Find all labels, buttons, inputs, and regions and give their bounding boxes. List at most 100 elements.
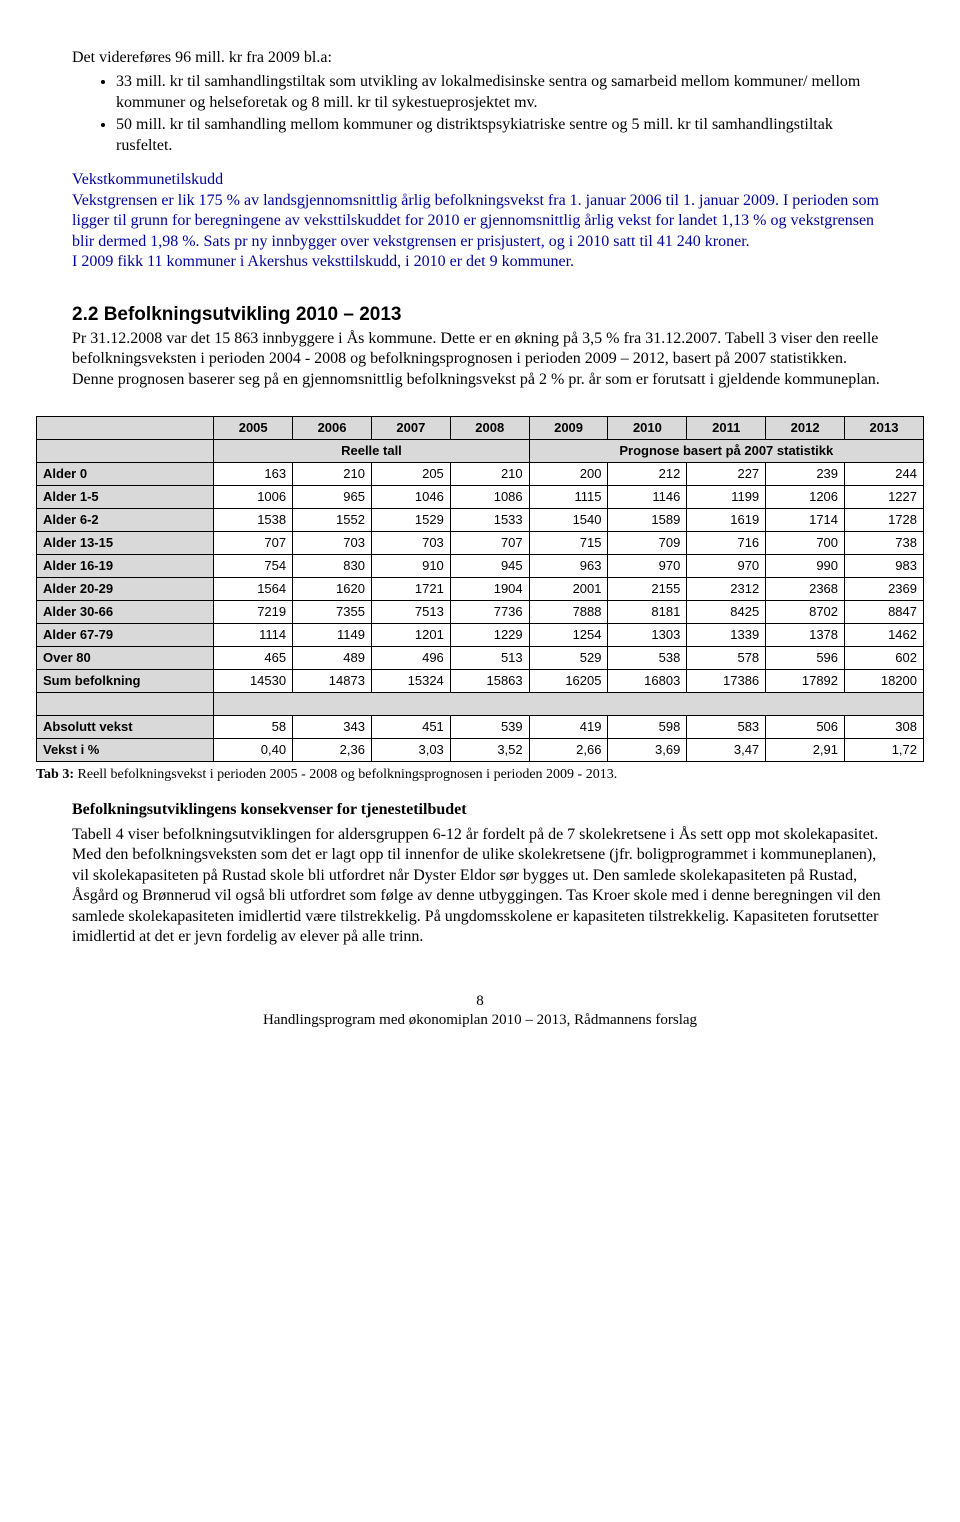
table-header-year: 2012: [766, 417, 845, 440]
row-label: Alder 30-66: [37, 601, 214, 624]
cell: 700: [766, 532, 845, 555]
cell: 1462: [845, 624, 924, 647]
cell: 1529: [371, 509, 450, 532]
cell: 738: [845, 532, 924, 555]
cell: 1199: [687, 486, 766, 509]
cell: 8181: [608, 601, 687, 624]
cell: 3,03: [371, 739, 450, 762]
table-row: Vekst i %0,402,363,033,522,663,693,472,9…: [37, 739, 924, 762]
cell: 1115: [529, 486, 608, 509]
table-row: Sum befolkning14530148731532415863162051…: [37, 670, 924, 693]
table-subheader-row: Reelle tall Prognose basert på 2007 stat…: [37, 440, 924, 463]
cell: 707: [214, 532, 293, 555]
cell: 1227: [845, 486, 924, 509]
cell: 14530: [214, 670, 293, 693]
cell: 602: [845, 647, 924, 670]
cell: 538: [608, 647, 687, 670]
cell: 14873: [293, 670, 372, 693]
table-header-year: 2010: [608, 417, 687, 440]
table-row: Alder 16-19754830910945963970970990983: [37, 555, 924, 578]
cell: 7736: [450, 601, 529, 624]
table-header-row: 2005 2006 2007 2008 2009 2010 2011 2012 …: [37, 417, 924, 440]
cell: 703: [371, 532, 450, 555]
cell: 210: [293, 463, 372, 486]
table-header-year: 2009: [529, 417, 608, 440]
cell: 15324: [371, 670, 450, 693]
caption-bold: Tab 3:: [36, 767, 74, 782]
cell: 983: [845, 555, 924, 578]
cell: 2,66: [529, 739, 608, 762]
konsek-heading: Befolkningsutviklingens konsekvenser for…: [72, 800, 888, 820]
cell: 210: [450, 463, 529, 486]
cell: 754: [214, 555, 293, 578]
table-row: Alder 30-6672197355751377367888818184258…: [37, 601, 924, 624]
cell: 1533: [450, 509, 529, 532]
cell: 970: [608, 555, 687, 578]
table-row: Alder 20-2915641620172119042001215523122…: [37, 578, 924, 601]
row-label: Sum befolkning: [37, 670, 214, 693]
konsek-body: Tabell 4 viser befolkningsutviklingen fo…: [72, 825, 888, 948]
cell: 1086: [450, 486, 529, 509]
cell: 1206: [766, 486, 845, 509]
cell: 1538: [214, 509, 293, 532]
cell: 2,91: [766, 739, 845, 762]
blank-cell: [214, 693, 924, 716]
row-label: Alder 1-5: [37, 486, 214, 509]
cell: 7355: [293, 601, 372, 624]
cell: 15863: [450, 670, 529, 693]
cell: 1728: [845, 509, 924, 532]
cell: 1046: [371, 486, 450, 509]
cell: 1,72: [845, 739, 924, 762]
caption-text: Reell befolkningsvekst i perioden 2005 -…: [74, 767, 617, 782]
cell: 496: [371, 647, 450, 670]
row-label: Absolutt vekst: [37, 716, 214, 739]
cell: 200: [529, 463, 608, 486]
table-row: Alder 67-7911141149120112291254130313391…: [37, 624, 924, 647]
cell: 2368: [766, 578, 845, 601]
vekst-last: I 2009 fikk 11 kommuner i Akershus vekst…: [72, 253, 574, 270]
cell: 1378: [766, 624, 845, 647]
cell: 506: [766, 716, 845, 739]
cell: 7888: [529, 601, 608, 624]
cell: 18200: [845, 670, 924, 693]
population-table: 2005 2006 2007 2008 2009 2010 2011 2012 …: [36, 416, 924, 762]
cell: 3,47: [687, 739, 766, 762]
cell: 17892: [766, 670, 845, 693]
row-label: Alder 13-15: [37, 532, 214, 555]
cell: 1114: [214, 624, 293, 647]
cell: 2155: [608, 578, 687, 601]
table-row: Alder 1-51006965104610861115114611991206…: [37, 486, 924, 509]
cell: 2369: [845, 578, 924, 601]
cell: 451: [371, 716, 450, 739]
row-label: Alder 20-29: [37, 578, 214, 601]
cell: 8425: [687, 601, 766, 624]
list-item: 33 mill. kr til samhandlingstiltak som u…: [116, 72, 888, 113]
cell: 7219: [214, 601, 293, 624]
row-label: Alder 0: [37, 463, 214, 486]
table-blank-row: [37, 693, 924, 716]
vekst-paragraph: Vekstkommunetilskudd Vekstgrensen er lik…: [72, 170, 888, 272]
row-label: Alder 16-19: [37, 555, 214, 578]
cell: 343: [293, 716, 372, 739]
cell: 578: [687, 647, 766, 670]
cell: 707: [450, 532, 529, 555]
population-table-wrap: 2005 2006 2007 2008 2009 2010 2011 2012 …: [36, 416, 924, 762]
cell: 529: [529, 647, 608, 670]
table-header-year: 2006: [293, 417, 372, 440]
cell: 1201: [371, 624, 450, 647]
table-header-year: 2013: [845, 417, 924, 440]
table-caption: Tab 3: Reell befolkningsvekst i perioden…: [36, 766, 888, 784]
table-row: Alder 13-15707703703707715709716700738: [37, 532, 924, 555]
cell: 1552: [293, 509, 372, 532]
cell: 465: [214, 647, 293, 670]
table-header-year: 2007: [371, 417, 450, 440]
section-heading-2-2: 2.2 Befolkningsutvikling 2010 – 2013: [72, 303, 888, 327]
cell: 3,69: [608, 739, 687, 762]
cell: 0,40: [214, 739, 293, 762]
cell: 489: [293, 647, 372, 670]
cell: 212: [608, 463, 687, 486]
cell: 830: [293, 555, 372, 578]
table-subheader-right: Prognose basert på 2007 statistikk: [529, 440, 923, 463]
cell: 2,36: [293, 739, 372, 762]
cell: 17386: [687, 670, 766, 693]
